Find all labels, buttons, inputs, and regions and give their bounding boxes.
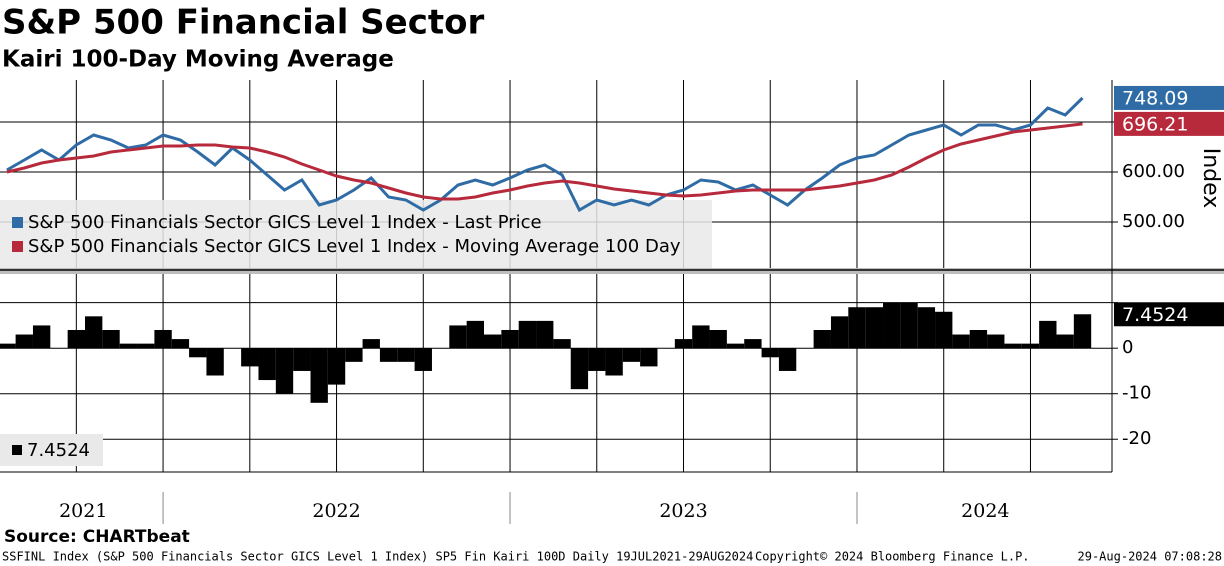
bar xyxy=(969,329,988,349)
legend-label: S&P 500 Financials Sector GICS Level 1 I… xyxy=(28,236,681,257)
bar xyxy=(327,348,346,385)
bar xyxy=(0,343,16,349)
legend-box xyxy=(0,200,712,268)
last-value-box xyxy=(1114,111,1224,136)
bar xyxy=(484,334,502,349)
x-tick-label: 2021 xyxy=(59,500,107,522)
last-value-label: 748.09 xyxy=(1122,87,1188,109)
bar xyxy=(744,339,762,349)
bar xyxy=(171,339,190,349)
bar xyxy=(917,307,936,349)
last-value-label: 696.21 xyxy=(1122,113,1188,135)
bar xyxy=(518,320,537,349)
y-tick-label: 500.00 xyxy=(1122,211,1185,232)
bar xyxy=(32,325,51,349)
bar xyxy=(830,316,849,349)
bar xyxy=(726,343,745,349)
legend-label: 7.4524 xyxy=(27,440,90,461)
bar xyxy=(674,339,693,349)
bar xyxy=(1004,343,1022,349)
bar xyxy=(987,334,1005,349)
bar xyxy=(414,348,432,371)
y-tick-label: -10 xyxy=(1122,383,1151,404)
bar xyxy=(379,348,398,362)
bar xyxy=(501,329,519,349)
bar xyxy=(137,343,155,349)
source: Source: CHARTbeat xyxy=(4,527,190,547)
bar xyxy=(466,320,485,349)
bar xyxy=(900,302,918,349)
last-value-box xyxy=(1114,302,1224,327)
y-tick-label: -20 xyxy=(1122,428,1151,449)
last-value-box xyxy=(1114,85,1224,110)
last-value-label: 7.4524 xyxy=(1122,304,1188,326)
bar xyxy=(275,348,294,394)
bar xyxy=(310,348,328,403)
bar xyxy=(1021,343,1040,349)
bar xyxy=(553,339,571,349)
chart-title: S&P 500 Financial Sector xyxy=(2,3,484,43)
bar xyxy=(605,348,623,376)
bar xyxy=(206,348,224,376)
bar xyxy=(588,348,606,371)
bar xyxy=(67,329,86,349)
legend-swatch xyxy=(12,445,22,455)
y-axis-label: Index xyxy=(1198,148,1223,209)
bar xyxy=(1039,320,1057,349)
bar xyxy=(865,307,884,349)
bar xyxy=(345,348,363,362)
bar xyxy=(102,329,120,349)
bar xyxy=(778,348,797,371)
bar xyxy=(293,348,311,371)
legend-swatch xyxy=(12,241,23,252)
x-tick-label: 2023 xyxy=(659,500,707,522)
bar xyxy=(692,325,710,349)
bar xyxy=(640,348,658,367)
series-line xyxy=(6,96,1084,213)
bar xyxy=(154,329,172,349)
legend-swatch xyxy=(12,217,23,228)
bar xyxy=(15,334,33,349)
footer-copyright: Copyright© 2024 Bloomberg Finance L.P. xyxy=(755,550,1030,564)
bar xyxy=(813,329,831,349)
x-tick-label: 2022 xyxy=(312,500,360,522)
footer-description: SSFINL Index (S&P 500 Financials Sector … xyxy=(2,550,753,564)
bar xyxy=(952,334,970,349)
x-tick-label: 2024 xyxy=(961,500,1009,522)
bar xyxy=(848,307,866,349)
bar xyxy=(362,339,380,349)
bar xyxy=(189,348,207,358)
bar xyxy=(449,325,467,349)
y-tick-label: 0 xyxy=(1122,337,1133,358)
bar xyxy=(258,348,276,381)
legend-label: S&P 500 Financials Sector GICS Level 1 I… xyxy=(28,212,542,233)
chart-subtitle: Kairi 100-Day Moving Average xyxy=(2,47,394,73)
bar xyxy=(119,343,138,349)
bar xyxy=(241,348,259,367)
bar xyxy=(709,329,727,349)
series-line xyxy=(6,122,1083,201)
bar xyxy=(761,348,779,358)
bar xyxy=(935,311,953,349)
bar xyxy=(397,348,415,362)
footer-timestamp: 29-Aug-2024 07:08:28 xyxy=(1078,550,1223,564)
bar xyxy=(85,316,103,349)
bar xyxy=(622,348,641,362)
bar xyxy=(570,348,589,390)
y-tick-label: 600.00 xyxy=(1122,161,1185,182)
bar xyxy=(536,320,554,349)
bar xyxy=(883,302,901,349)
bar xyxy=(1056,334,1074,349)
bar xyxy=(1073,314,1092,349)
